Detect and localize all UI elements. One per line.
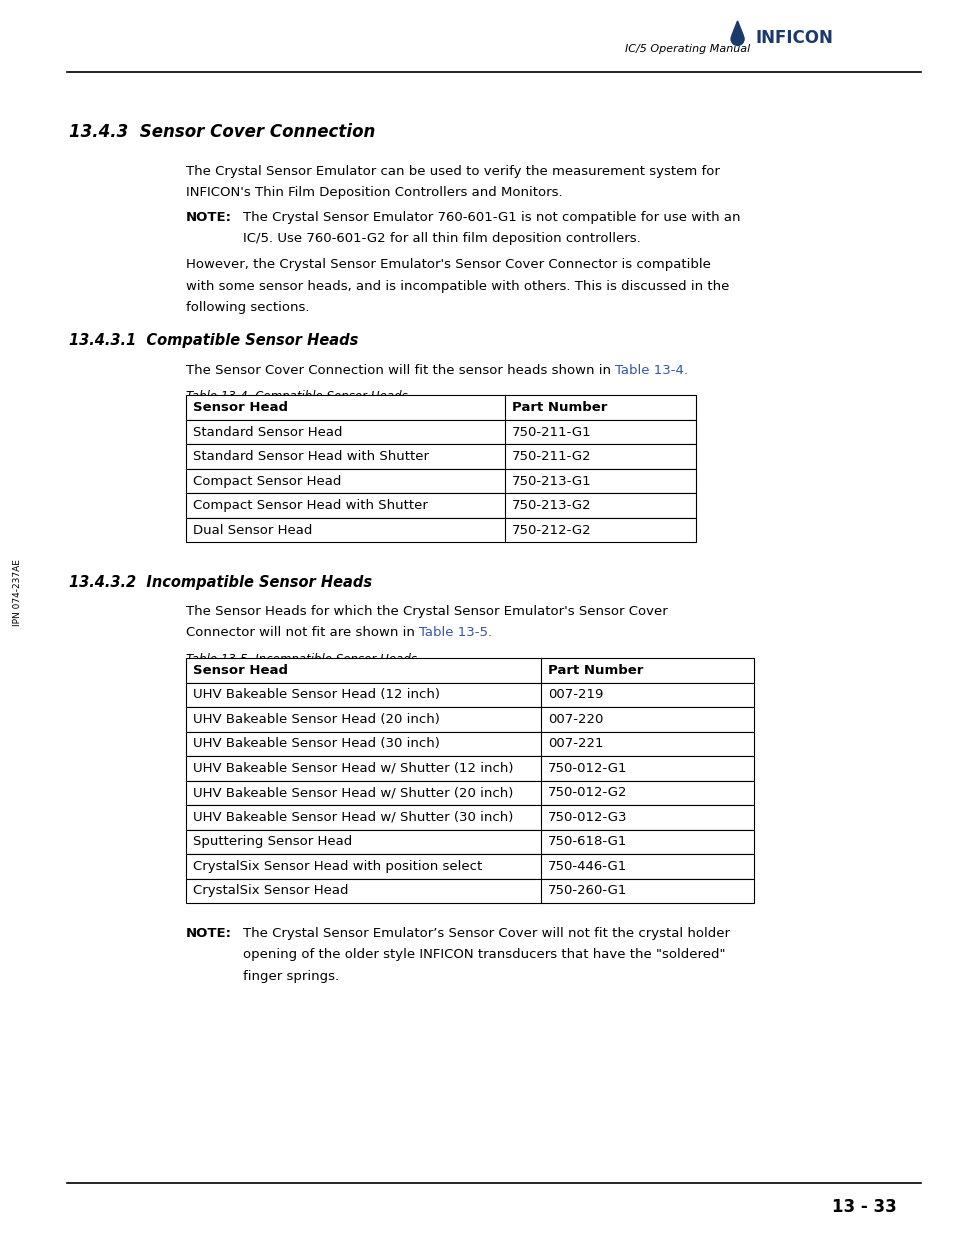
Bar [186, 805, 753, 830]
Bar [186, 493, 696, 517]
Bar [186, 395, 696, 420]
Text: IC/5 Operating Manual: IC/5 Operating Manual [624, 44, 749, 54]
Bar [186, 756, 753, 781]
Text: 13 - 33: 13 - 33 [831, 1198, 896, 1216]
Text: 007-220: 007-220 [547, 713, 602, 726]
Text: Table 13-5.: Table 13-5. [418, 626, 492, 640]
Text: opening of the older style INFICON transducers that have the "soldered": opening of the older style INFICON trans… [243, 948, 725, 961]
Text: Sensor Head: Sensor Head [193, 401, 288, 414]
Text: The Crystal Sensor Emulator’s Sensor Cover will not fit the crystal holder: The Crystal Sensor Emulator’s Sensor Cov… [243, 926, 729, 940]
Text: Connector will not fit are shown in: Connector will not fit are shown in [186, 626, 418, 640]
Text: 750-213-G1: 750-213-G1 [512, 474, 591, 488]
Text: NOTE:: NOTE: [186, 211, 232, 224]
Text: Table 13-5  Incompatible Sensor Heads: Table 13-5 Incompatible Sensor Heads [186, 653, 416, 666]
Text: INFICON's Thin Film Deposition Controllers and Monitors.: INFICON's Thin Film Deposition Controlle… [186, 186, 562, 199]
Bar [186, 708, 753, 731]
Text: UHV Bakeable Sensor Head (12 inch): UHV Bakeable Sensor Head (12 inch) [193, 688, 439, 701]
Text: Table 13-4.: Table 13-4. [615, 363, 687, 377]
Text: The Sensor Cover Connection will fit the sensor heads shown in: The Sensor Cover Connection will fit the… [186, 363, 615, 377]
Text: UHV Bakeable Sensor Head w/ Shutter (30 inch): UHV Bakeable Sensor Head w/ Shutter (30 … [193, 811, 513, 824]
Text: 750-211-G2: 750-211-G2 [512, 450, 591, 463]
Text: However, the Crystal Sensor Emulator's Sensor Cover Connector is compatible: However, the Crystal Sensor Emulator's S… [186, 258, 710, 272]
Text: 750-012-G2: 750-012-G2 [547, 787, 627, 799]
Text: UHV Bakeable Sensor Head w/ Shutter (20 inch): UHV Bakeable Sensor Head w/ Shutter (20 … [193, 787, 513, 799]
Text: 007-221: 007-221 [547, 737, 602, 751]
Text: Standard Sensor Head with Shutter: Standard Sensor Head with Shutter [193, 450, 429, 463]
Text: Part Number: Part Number [547, 664, 642, 677]
Text: 750-211-G1: 750-211-G1 [512, 426, 591, 438]
Text: The Crystal Sensor Emulator 760-601-G1 is not compatible for use with an: The Crystal Sensor Emulator 760-601-G1 i… [243, 211, 740, 224]
Text: 13.4.3  Sensor Cover Connection: 13.4.3 Sensor Cover Connection [69, 122, 375, 141]
Text: Compact Sensor Head with Shutter: Compact Sensor Head with Shutter [193, 499, 428, 513]
Text: UHV Bakeable Sensor Head (30 inch): UHV Bakeable Sensor Head (30 inch) [193, 737, 439, 751]
Text: 750-213-G2: 750-213-G2 [512, 499, 591, 513]
Circle shape [730, 32, 743, 46]
Text: Part Number: Part Number [512, 401, 607, 414]
Bar [186, 855, 753, 878]
Bar [186, 658, 753, 683]
Text: 750-012-G1: 750-012-G1 [547, 762, 627, 774]
Bar [186, 781, 753, 805]
Text: NOTE:: NOTE: [186, 926, 232, 940]
Text: INFICON: INFICON [755, 28, 833, 47]
Text: Sputtering Sensor Head: Sputtering Sensor Head [193, 835, 352, 848]
Polygon shape [731, 21, 742, 35]
Bar [186, 683, 753, 708]
Text: CrystalSix Sensor Head: CrystalSix Sensor Head [193, 884, 348, 898]
Text: 007-219: 007-219 [547, 688, 602, 701]
Text: 750-618-G1: 750-618-G1 [547, 835, 626, 848]
Bar [186, 731, 753, 756]
Text: 750-012-G3: 750-012-G3 [547, 811, 627, 824]
Bar [186, 517, 696, 542]
Text: The Sensor Heads for which the Crystal Sensor Emulator's Sensor Cover: The Sensor Heads for which the Crystal S… [186, 605, 667, 618]
Text: following sections.: following sections. [186, 301, 309, 314]
Bar [186, 445, 696, 469]
Text: IPN 074-237AE: IPN 074-237AE [12, 559, 22, 626]
Text: UHV Bakeable Sensor Head w/ Shutter (12 inch): UHV Bakeable Sensor Head w/ Shutter (12 … [193, 762, 513, 774]
Text: 13.4.3.2  Incompatible Sensor Heads: 13.4.3.2 Incompatible Sensor Heads [69, 574, 372, 589]
Text: UHV Bakeable Sensor Head (20 inch): UHV Bakeable Sensor Head (20 inch) [193, 713, 439, 726]
Bar [186, 878, 753, 903]
Text: Compact Sensor Head: Compact Sensor Head [193, 474, 341, 488]
Text: Table 13-4  Compatible Sensor Heads: Table 13-4 Compatible Sensor Heads [186, 390, 407, 404]
Text: with some sensor heads, and is incompatible with others. This is discussed in th: with some sensor heads, and is incompati… [186, 279, 729, 293]
Text: Sensor Head: Sensor Head [193, 664, 288, 677]
Text: Standard Sensor Head: Standard Sensor Head [193, 426, 342, 438]
Text: 750-212-G2: 750-212-G2 [512, 524, 591, 537]
Text: The Crystal Sensor Emulator can be used to verify the measurement system for: The Crystal Sensor Emulator can be used … [186, 164, 720, 178]
Bar [186, 830, 753, 855]
Bar [186, 420, 696, 445]
Text: Dual Sensor Head: Dual Sensor Head [193, 524, 312, 537]
Text: 750-446-G1: 750-446-G1 [547, 860, 626, 873]
Text: 13.4.3.1  Compatible Sensor Heads: 13.4.3.1 Compatible Sensor Heads [69, 333, 357, 348]
Text: CrystalSix Sensor Head with position select: CrystalSix Sensor Head with position sel… [193, 860, 482, 873]
Text: IC/5. Use 760-601-G2 for all thin film deposition controllers.: IC/5. Use 760-601-G2 for all thin film d… [243, 232, 640, 246]
Text: finger springs.: finger springs. [243, 969, 339, 983]
Bar [186, 469, 696, 493]
Text: 750-260-G1: 750-260-G1 [547, 884, 626, 898]
